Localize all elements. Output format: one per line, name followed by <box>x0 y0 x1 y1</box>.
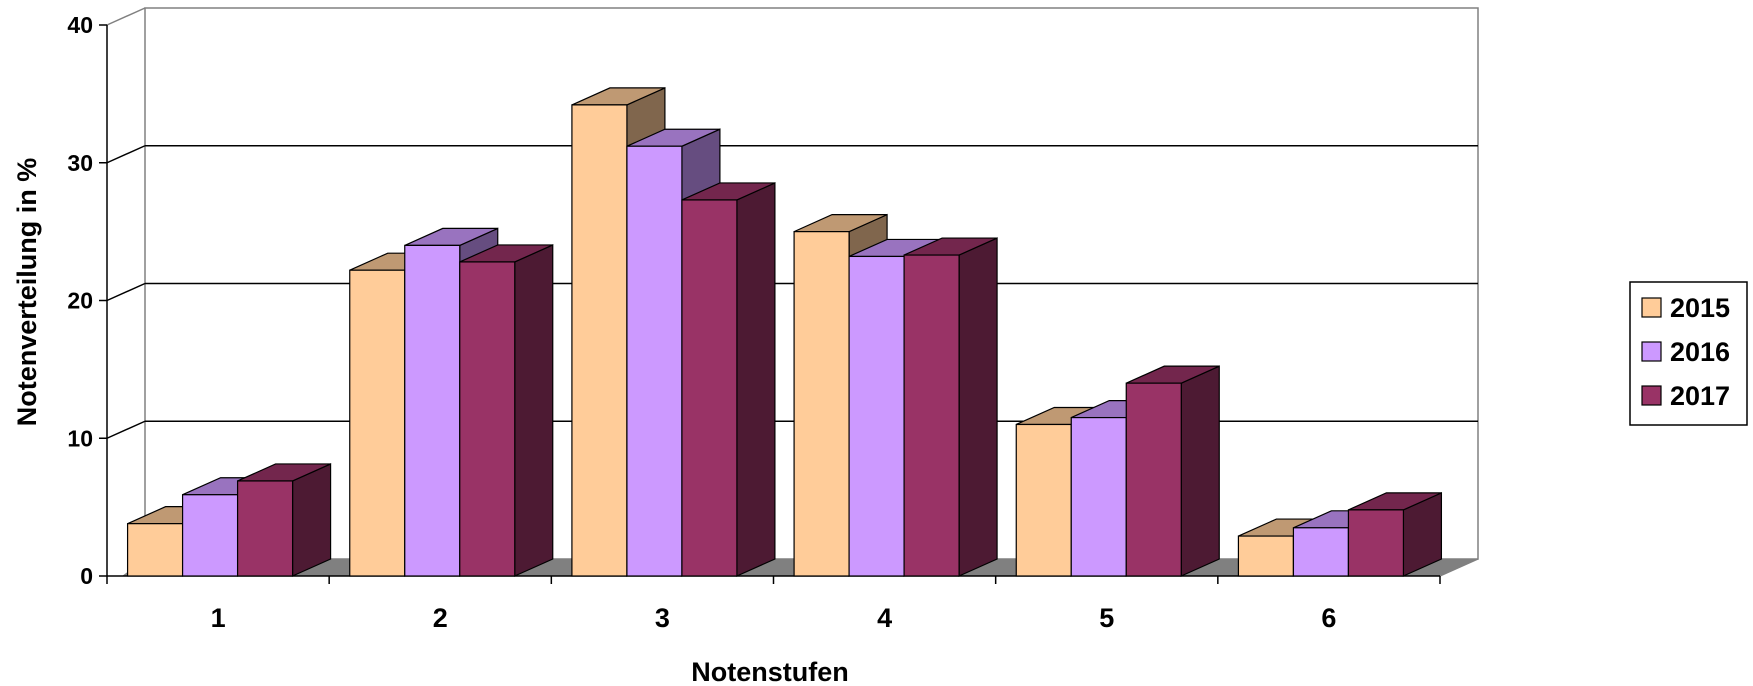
legend-swatch <box>1641 297 1662 318</box>
bar <box>903 237 998 577</box>
legend-item: 2015 <box>1641 293 1730 323</box>
y-tick-label: 20 <box>67 288 93 314</box>
bar-front <box>1237 535 1295 577</box>
x-tick-label: 5 <box>1099 603 1114 633</box>
bar-front <box>626 145 683 577</box>
legend-swatch <box>1641 341 1662 362</box>
bar-side <box>736 182 776 577</box>
legend-item: 2016 <box>1641 337 1730 367</box>
chart-tick-labels: 0 10 20 30 40 1 2 3 4 5 6 <box>67 12 1336 633</box>
bar-front <box>793 231 850 577</box>
bar-front <box>1070 416 1127 577</box>
bar-front <box>903 254 960 577</box>
bar-side <box>514 244 554 577</box>
legend-label: 2017 <box>1670 381 1730 411</box>
bar-front <box>571 104 628 577</box>
y-tick-label: 10 <box>67 425 93 451</box>
bar-front <box>404 244 461 577</box>
bar-side <box>958 237 998 577</box>
gridline-side <box>106 145 146 164</box>
bar <box>1347 491 1443 577</box>
bar-side <box>291 463 332 577</box>
bar-front <box>459 261 516 577</box>
legend: 2015 2016 2017 <box>1629 281 1748 426</box>
x-tick-label: 1 <box>211 603 226 633</box>
bar <box>1125 365 1220 577</box>
bar-front <box>1125 382 1182 577</box>
bar <box>459 244 554 577</box>
y-axis-title: Notenverteilung in % <box>12 158 42 427</box>
x-axis-title: Notenstufen <box>691 657 849 686</box>
bar-front <box>1015 423 1072 577</box>
bar-front <box>848 255 905 577</box>
bar-front <box>236 480 294 577</box>
x-tick-label: 3 <box>655 603 670 633</box>
chart-axes <box>99 24 1441 584</box>
bar-front <box>1347 509 1405 577</box>
legend-swatch <box>1641 385 1662 406</box>
chart-bars <box>126 86 1443 577</box>
bar-front <box>1292 527 1350 577</box>
bar-front <box>181 494 239 577</box>
x-tick-label: 6 <box>1321 603 1336 633</box>
y-tick-label: 0 <box>80 563 93 589</box>
x-tick-label: 4 <box>877 603 892 633</box>
gridline-side <box>106 282 146 302</box>
legend-label: 2015 <box>1670 293 1730 323</box>
legend-item: 2017 <box>1641 381 1730 411</box>
y-tick-label: 30 <box>67 150 93 176</box>
floor-right-edge <box>1439 558 1479 577</box>
legend-label: 2016 <box>1670 337 1730 367</box>
side-wall-top-edge <box>106 7 146 26</box>
bar-front <box>349 269 406 577</box>
gridline-side <box>106 420 146 439</box>
bar-front <box>126 523 184 577</box>
y-tick-label: 40 <box>67 12 93 38</box>
bar-side <box>1180 365 1220 577</box>
bar <box>236 463 332 577</box>
x-tick-label: 2 <box>433 603 448 633</box>
bar <box>681 182 776 577</box>
bar-front <box>681 199 738 577</box>
